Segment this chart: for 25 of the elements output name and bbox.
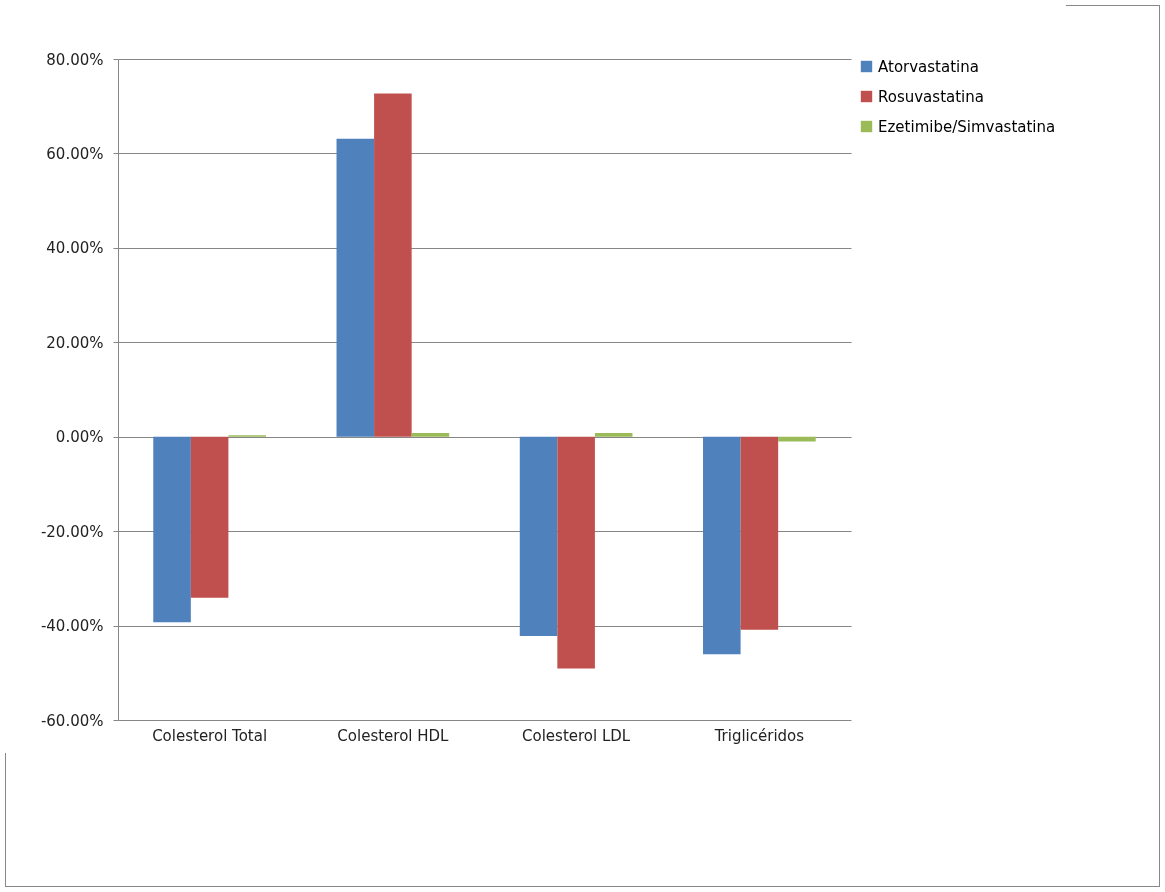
legend-label: Rosuvastatina — [878, 87, 984, 106]
bar — [740, 436, 779, 630]
x-tick-label: Colesterol HDL — [337, 726, 450, 745]
bar — [336, 138, 375, 437]
x-tick-label: Triglicéridos — [713, 726, 805, 745]
x-tick-label: Colesterol Total — [152, 726, 268, 745]
bar — [411, 432, 450, 437]
y-tick-label: -20.00% — [40, 522, 104, 541]
legend-label: Ezetimibe/Simvastatina — [878, 117, 1056, 136]
x-tick-label: Colesterol LDL — [522, 726, 631, 745]
y-tick-label: 0.00% — [55, 428, 104, 447]
legend-label: Atorvastatina — [878, 57, 979, 76]
y-tick-label: 80.00% — [46, 50, 104, 69]
bar — [594, 432, 633, 437]
y-tick-label: -60.00% — [40, 711, 104, 730]
bar — [153, 436, 191, 623]
bar — [374, 93, 412, 437]
y-tick-label: 40.00% — [46, 239, 104, 258]
bar — [703, 436, 741, 655]
y-tick-label: 60.00% — [46, 144, 104, 163]
bar — [557, 436, 595, 669]
bar — [519, 436, 558, 636]
y-tick-label: -40.00% — [40, 617, 104, 636]
bar — [190, 436, 229, 598]
y-tick-label: 20.00% — [46, 333, 104, 352]
